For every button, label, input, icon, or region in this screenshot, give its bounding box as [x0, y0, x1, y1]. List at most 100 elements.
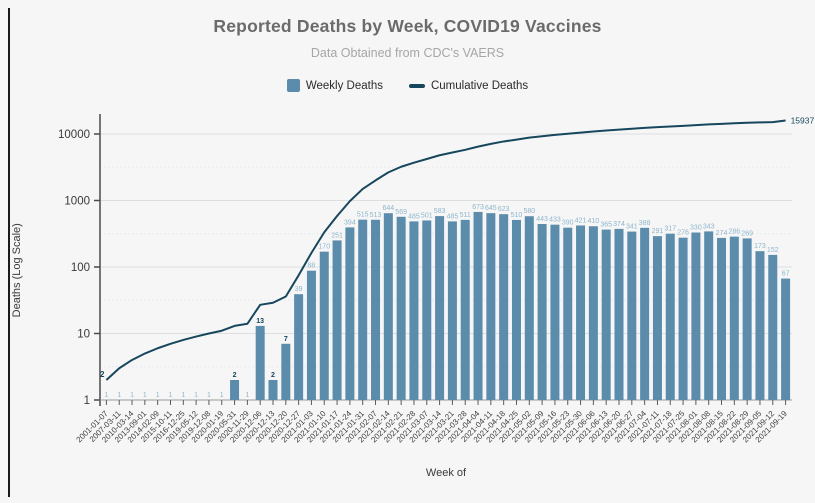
bar-value-label: 513 — [370, 212, 382, 219]
y-tick-label: 1000 — [64, 196, 90, 208]
bar — [460, 219, 470, 400]
legend-item-cumulative-deaths: Cumulative Deaths — [408, 80, 528, 92]
bar — [781, 278, 791, 400]
bar — [601, 229, 611, 400]
bar — [383, 213, 393, 400]
bar-value-label: 623 — [498, 206, 510, 213]
bar-value-label: 515 — [357, 212, 369, 219]
bar-value-label: 501 — [421, 212, 433, 219]
window-edge-line — [8, 8, 10, 497]
bar-value-label: 173 — [754, 243, 766, 250]
bar — [768, 254, 778, 400]
y-tick-label: 1 — [84, 395, 90, 407]
bar-value-label: 390 — [562, 220, 574, 227]
bar-value-label: 39 — [295, 286, 303, 293]
bar-value-label: 2 — [271, 372, 275, 379]
bar-value-label: 276 — [677, 230, 689, 237]
bar-value-label: 1 — [130, 392, 134, 399]
bar-value-label: 1 — [245, 392, 249, 399]
bar — [588, 226, 598, 400]
bar — [627, 231, 637, 400]
bar-value-label: 1 — [104, 392, 108, 399]
y-axis-title: Deaths (Log Scale) — [11, 223, 23, 317]
bar-value-label: 2 — [233, 372, 237, 379]
bar — [704, 231, 714, 400]
legend-label-weekly-deaths: Weekly Deaths — [305, 79, 383, 92]
bar — [447, 221, 457, 400]
bar-value-label: 511 — [460, 212, 471, 219]
bar — [576, 225, 586, 400]
y-tick-label: 10 — [77, 329, 90, 341]
cumulative-end-label: 15937 — [791, 116, 815, 126]
bar — [755, 251, 765, 400]
chart-title: Reported Deaths by Week, COVID19 Vaccine… — [213, 16, 602, 36]
bar-value-label: 510 — [511, 212, 523, 219]
bar — [306, 270, 316, 400]
bar — [396, 216, 406, 400]
bar — [729, 236, 739, 400]
bar-value-label: 1 — [143, 392, 147, 399]
cumulative-start-label: 2 — [100, 370, 105, 379]
bar-value-label: 583 — [434, 208, 446, 215]
bar-value-label: 673 — [472, 204, 484, 211]
chart-plot-area: 1 10 100 1000 10000 Deaths (Log Scale) 1 1 1 1 1 1 1… — [11, 114, 815, 479]
bar-value-label: 291 — [652, 228, 664, 235]
bar — [281, 343, 291, 400]
bar-value-label: 274 — [716, 230, 728, 237]
bar — [665, 233, 675, 400]
bar-value-label: 645 — [485, 205, 497, 212]
bar-value-label: 374 — [613, 221, 625, 228]
bar-value-label: 394 — [344, 219, 356, 226]
cumulative-line — [105, 119, 786, 381]
bar — [742, 238, 752, 400]
bar-value-label: 365 — [600, 222, 612, 229]
bar-value-label: 1 — [207, 392, 211, 399]
bar-value-label: 330 — [690, 225, 702, 232]
bar — [294, 294, 304, 400]
bar-value-label: 644 — [382, 205, 394, 212]
bar — [319, 251, 329, 400]
bar — [371, 219, 381, 400]
bar — [268, 379, 278, 400]
bar-value-label: 341 — [626, 224, 638, 231]
bar — [435, 216, 445, 400]
bar — [678, 237, 688, 400]
bar — [524, 216, 534, 400]
bar-value-label: 485 — [447, 213, 459, 220]
cumulative-deaths-swatch-icon — [408, 83, 425, 88]
bar-value-label: 1 — [169, 392, 173, 399]
bar-value-label: 170 — [318, 244, 330, 251]
bar — [345, 227, 355, 400]
bar — [550, 224, 560, 400]
y-tick-label: 100 — [71, 262, 90, 274]
bar — [409, 221, 419, 400]
bar-value-label: 1 — [117, 392, 121, 399]
bar — [537, 224, 547, 400]
bar — [486, 213, 496, 400]
weekly-deaths-swatch-icon — [286, 79, 300, 92]
bar-value-label: 580 — [523, 208, 535, 215]
bar-value-label: 343 — [703, 223, 715, 230]
x-axis-title: Week of — [426, 467, 467, 479]
bar-value-label: 1 — [194, 392, 198, 399]
bar — [332, 240, 342, 400]
legend-item-weekly-deaths: Weekly Deaths — [286, 79, 383, 92]
bar-value-label: 1 — [220, 392, 224, 399]
bar — [652, 236, 662, 400]
chart-subtitle: Data Obtained from CDC's VAERS — [310, 46, 505, 60]
bar-value-label: 152 — [767, 247, 779, 254]
bar — [691, 232, 701, 400]
bar-value-label: 1 — [156, 392, 160, 399]
bar-value-label: 7 — [284, 336, 288, 343]
bar — [563, 227, 573, 400]
bar-value-label: 13 — [256, 318, 264, 325]
bar-value-label: 317 — [664, 226, 676, 233]
bar — [499, 214, 509, 400]
bar-value-label: 1 — [181, 392, 185, 399]
bar — [511, 219, 521, 400]
bar — [422, 220, 432, 400]
bar-value-label: 251 — [331, 232, 343, 239]
bar-value-label: 67 — [782, 271, 790, 278]
bar — [473, 211, 483, 400]
bar — [717, 237, 727, 400]
